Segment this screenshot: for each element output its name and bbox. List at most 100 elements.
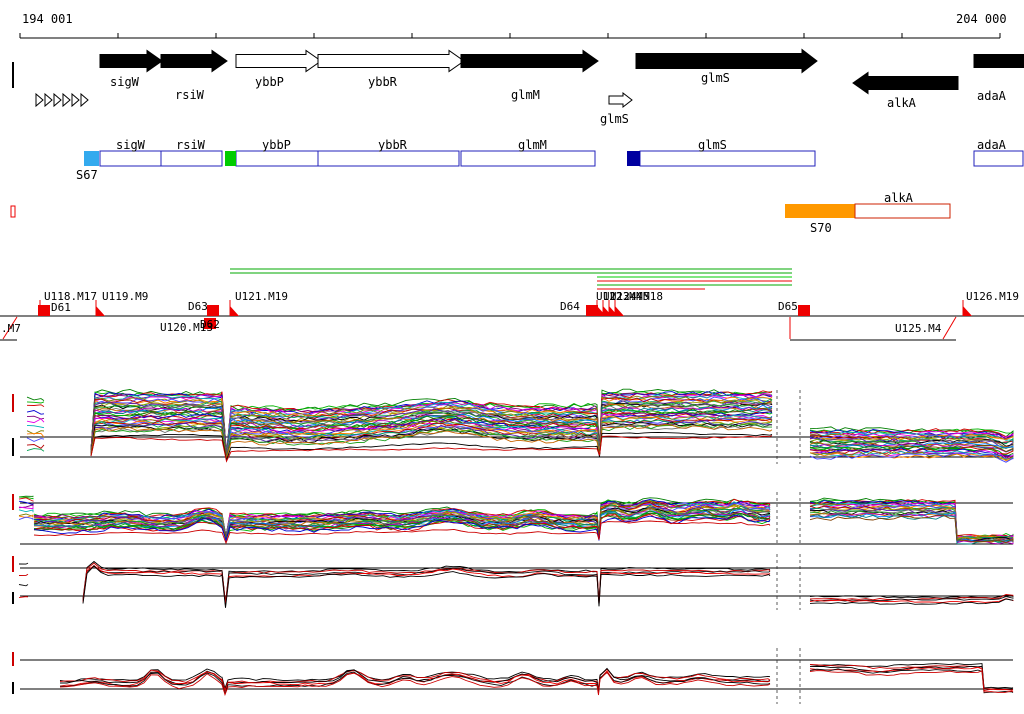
expression-curve xyxy=(18,495,34,498)
expression-curve xyxy=(809,440,1014,449)
expression-curve xyxy=(33,520,771,545)
small-arrow-icon[interactable] xyxy=(62,92,71,108)
expression-curve xyxy=(90,418,773,460)
expression-curve xyxy=(90,414,773,457)
expression-curve xyxy=(90,417,773,459)
expression-curve xyxy=(18,496,34,500)
expression-curve xyxy=(18,584,29,587)
expression-curve xyxy=(26,404,45,407)
segment-boundary-line xyxy=(942,316,957,340)
expression-curve xyxy=(90,432,773,463)
expression-curve xyxy=(809,450,1014,460)
small-arrow-icon[interactable] xyxy=(53,92,62,108)
expression-curve xyxy=(33,513,771,543)
expression-curve xyxy=(26,410,45,415)
expression-curve xyxy=(90,395,773,456)
expression-curve xyxy=(26,401,45,404)
expression-curve xyxy=(33,499,771,537)
expression-curve xyxy=(82,565,771,606)
expression-curve xyxy=(90,435,773,463)
segment-box-mini[interactable] xyxy=(627,151,640,166)
gene-arrow-glmM[interactable] xyxy=(460,49,599,73)
expression-curve xyxy=(18,573,29,576)
gene-arrow-glmS-small[interactable] xyxy=(608,91,633,109)
expression-curve xyxy=(18,596,29,599)
expression-curve xyxy=(809,452,1014,463)
expression-curve xyxy=(82,565,771,608)
small-arrow-icon[interactable] xyxy=(44,92,53,108)
expression-curve xyxy=(18,562,29,565)
gene-box[interactable] xyxy=(235,150,460,167)
expression-curve xyxy=(26,432,45,438)
gene-box[interactable] xyxy=(460,150,596,167)
gene-arrow-ybbR[interactable] xyxy=(317,49,465,73)
expression-curve xyxy=(90,415,773,458)
expression-curve xyxy=(809,430,1014,438)
expression-curve xyxy=(26,437,45,442)
expression-curve xyxy=(809,598,1014,605)
segment-marker[interactable] xyxy=(798,305,810,316)
expression-curve xyxy=(18,500,34,506)
segment-box-S70[interactable] xyxy=(785,204,855,218)
expression-curve xyxy=(26,424,45,429)
expression-curve xyxy=(90,399,773,457)
segment-marker[interactable] xyxy=(586,305,598,316)
expression-curve xyxy=(82,565,771,606)
probe-flag-triangle[interactable] xyxy=(96,306,105,316)
expression-curve xyxy=(90,404,773,455)
expression-curve xyxy=(809,510,1014,543)
expression-curve xyxy=(26,444,45,449)
gene-arrow-ybbP[interactable] xyxy=(235,49,322,73)
expression-curve xyxy=(809,596,1014,602)
gene-arrow-adaA[interactable] xyxy=(973,51,1024,72)
expression-curve xyxy=(33,515,771,542)
expression-curve xyxy=(26,418,45,424)
segment-box-alkA[interactable] xyxy=(854,203,951,219)
expression-curve xyxy=(82,560,771,604)
expression-curve xyxy=(26,396,45,401)
expression-curve xyxy=(809,503,1014,540)
gene-arrow-rsiW[interactable] xyxy=(160,49,228,73)
expression-curve xyxy=(18,514,34,518)
segment-box-S67[interactable] xyxy=(84,151,99,166)
gene-arrow-glmS[interactable] xyxy=(635,48,818,74)
expression-curve xyxy=(26,448,45,452)
segment-boundary-line xyxy=(2,316,18,340)
expression-curve xyxy=(809,670,1014,693)
expression-curve xyxy=(809,442,1014,453)
expression-curve xyxy=(809,452,1014,462)
small-arrow-icon[interactable] xyxy=(35,92,44,108)
expression-curve xyxy=(809,500,1014,540)
gene-box[interactable] xyxy=(973,150,1024,167)
expression-curve xyxy=(809,441,1014,448)
expression-curve xyxy=(26,415,45,420)
probe-flag-triangle[interactable] xyxy=(963,306,972,316)
edge-tick xyxy=(10,205,16,218)
gene-arrow-alkA[interactable] xyxy=(852,71,959,95)
segment-marker[interactable] xyxy=(204,318,216,329)
expression-curve xyxy=(90,393,773,455)
probe-flag-triangle[interactable] xyxy=(615,306,624,316)
gene-arrow-sigW[interactable] xyxy=(99,49,163,73)
small-arrow-icon[interactable] xyxy=(71,92,80,108)
small-arrow-icon[interactable] xyxy=(80,92,89,108)
segment-marker[interactable] xyxy=(38,305,50,316)
gene-box[interactable] xyxy=(639,150,816,167)
expression-curve xyxy=(18,506,34,510)
expression-curve xyxy=(809,447,1014,457)
expression-curve xyxy=(59,671,771,696)
expression-curve xyxy=(59,671,771,696)
expression-curve xyxy=(18,516,34,521)
expression-curve xyxy=(33,497,771,537)
expression-curve xyxy=(90,424,773,459)
segment-marker[interactable] xyxy=(207,305,219,316)
expression-curve xyxy=(18,497,34,502)
segment-box-mini[interactable] xyxy=(225,151,236,166)
expression-curve xyxy=(809,514,1014,544)
expression-curve xyxy=(33,510,771,541)
expression-curve xyxy=(33,502,771,537)
probe-flag-triangle[interactable] xyxy=(230,306,239,316)
expression-curve xyxy=(26,430,45,435)
